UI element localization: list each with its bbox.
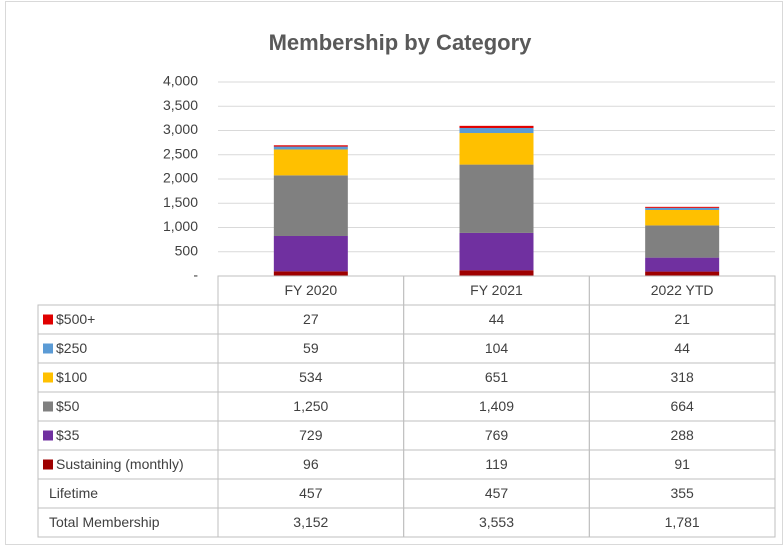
bar-segment (645, 271, 720, 276)
chart-title: Membership by Category (269, 30, 533, 55)
bar-segment (645, 225, 720, 258)
bar-segment (459, 133, 534, 165)
row-label: Sustaining (monthly) (56, 456, 184, 472)
table-value: 457 (299, 485, 323, 501)
table-value: 1,250 (293, 398, 328, 414)
row-label: $100 (56, 369, 87, 385)
table-value: 651 (485, 369, 509, 385)
bar-segment (645, 207, 720, 210)
y-tick-label: 4,000 (163, 73, 198, 89)
table-value: 104 (485, 340, 509, 356)
table-value: 729 (299, 427, 323, 443)
legend-key (43, 372, 53, 383)
table-value: 44 (674, 340, 690, 356)
table-cell (588, 507, 776, 538)
table-value: 664 (670, 398, 694, 414)
bar-segment (459, 232, 534, 271)
category-label: FY 2020 (284, 282, 337, 298)
bar-segment (645, 206, 720, 208)
y-tick-label: 2,500 (163, 145, 198, 161)
y-tick-label: 500 (175, 242, 199, 258)
row-label: $50 (56, 398, 80, 414)
table-value: 534 (299, 369, 323, 385)
legend-key (43, 343, 53, 354)
table-value: 59 (303, 340, 319, 356)
table-value: 119 (485, 456, 508, 472)
bar-segment (645, 257, 720, 272)
legend-key (43, 314, 53, 325)
table-value: 3,553 (479, 514, 514, 530)
bar-segment (459, 127, 534, 134)
legend-key (43, 430, 53, 441)
table-value: 44 (489, 311, 505, 327)
legend-key (43, 401, 53, 412)
bar-segment (273, 149, 348, 176)
y-tick-label: 3,000 (163, 121, 198, 137)
category-label: FY 2021 (470, 282, 523, 298)
row-label: Lifetime (49, 485, 98, 501)
bar-segment (273, 235, 348, 272)
bar-segment (273, 145, 348, 147)
bar-segment (645, 209, 720, 226)
row-label: Total Membership (49, 514, 160, 530)
y-tick-label: 1,500 (163, 194, 198, 210)
table-value: 318 (670, 369, 694, 385)
y-tick-label: 3,500 (163, 97, 198, 113)
table-value: 96 (303, 456, 319, 472)
table-value: 457 (485, 485, 509, 501)
bar-segment (273, 175, 348, 236)
bar-segment (459, 270, 534, 276)
bar-segment (459, 125, 534, 128)
table-value: 3,152 (293, 514, 328, 530)
table-value: 27 (303, 311, 319, 327)
y-tick-label: 1,000 (163, 218, 198, 234)
table-value: 91 (674, 456, 690, 472)
category-label: 2022 YTD (651, 282, 714, 298)
row-label: $250 (56, 340, 87, 356)
bar-segment (273, 146, 348, 150)
row-label: $500+ (56, 311, 95, 327)
row-label: $35 (56, 427, 80, 443)
bar-segment (273, 271, 348, 276)
table-value: 21 (674, 311, 690, 327)
legend-key (43, 459, 53, 470)
table-value: 769 (485, 427, 509, 443)
table-value: 1,781 (665, 514, 700, 530)
table-value: 355 (670, 485, 694, 501)
table-value: 288 (670, 427, 694, 443)
bar-segment (459, 164, 534, 233)
y-tick-label: - (193, 267, 198, 283)
y-tick-label: 2,000 (163, 170, 198, 186)
table-value: 1,409 (479, 398, 514, 414)
